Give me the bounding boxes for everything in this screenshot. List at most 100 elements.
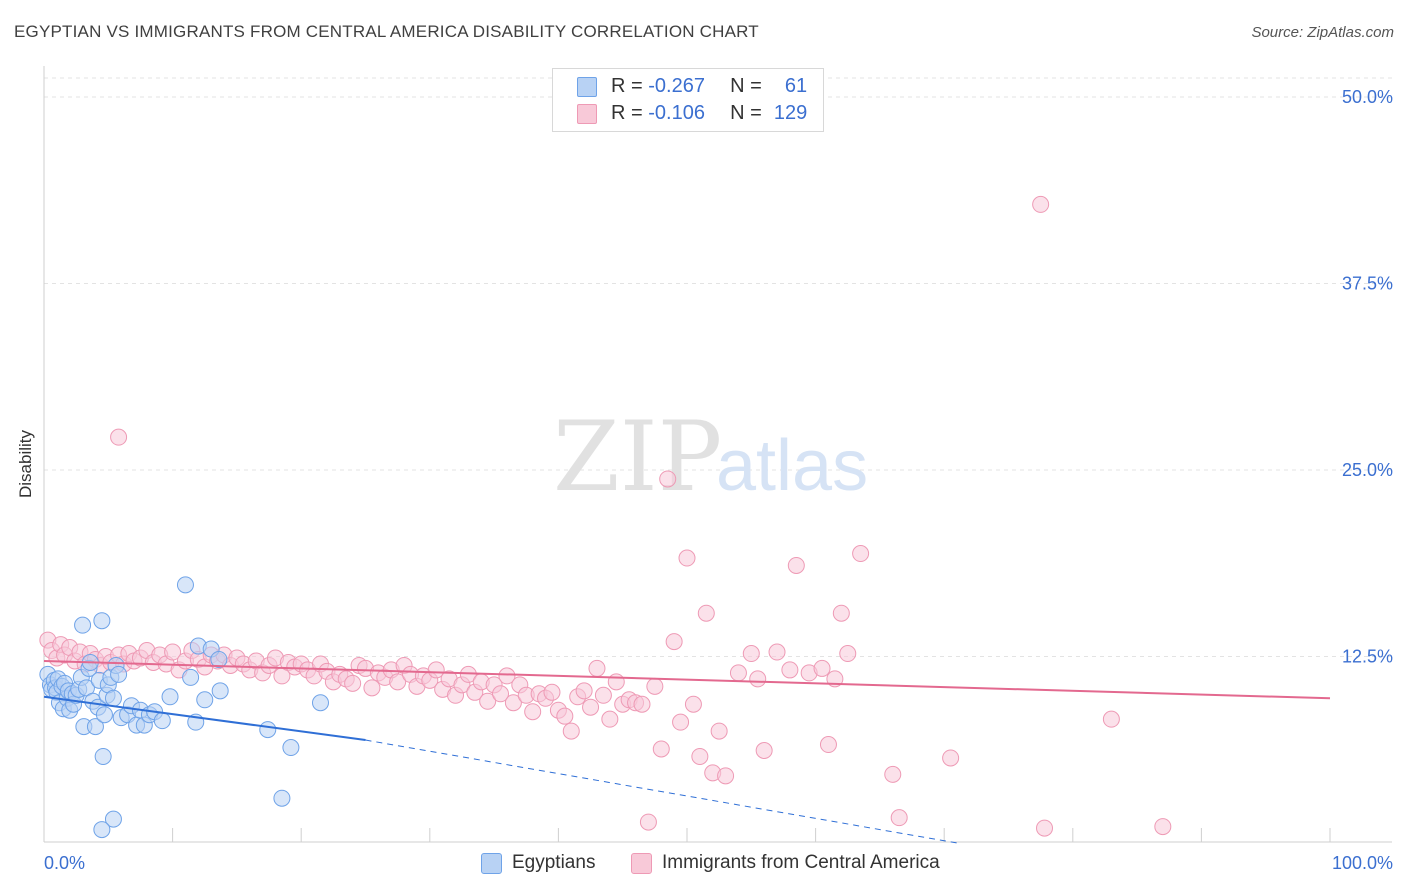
data-point-central-america: [672, 713, 690, 731]
data-point-central-america: [787, 556, 805, 574]
data-point-egyptians: [94, 747, 112, 765]
source-label: Source: ZipAtlas.com: [1251, 24, 1394, 41]
n-value: 129: [773, 102, 808, 124]
trend-lines: [43, 659, 1331, 844]
data-point-central-america: [839, 645, 857, 663]
r-value: -0.106: [648, 102, 705, 124]
y-tick-label: 12.5%: [1342, 647, 1393, 667]
data-point-central-america: [813, 659, 831, 677]
data-point-egyptians: [196, 691, 214, 709]
stats-text: R = -0.106 N = 129: [611, 102, 807, 125]
legend-swatch-central-america: [631, 853, 652, 874]
data-point-central-america: [389, 673, 407, 691]
data-point-central-america: [710, 722, 728, 740]
data-point-egyptians: [259, 721, 277, 739]
data-point-central-america: [498, 667, 516, 685]
trend-line-egyptians-extension: [365, 739, 958, 844]
data-point-egyptians: [182, 668, 200, 686]
gridlines: [44, 77, 1392, 657]
data-point-central-america: [768, 643, 786, 661]
data-point-central-america: [691, 747, 709, 765]
data-point-egyptians: [104, 810, 122, 828]
data-point-central-america: [1032, 195, 1050, 213]
data-point-central-america: [479, 692, 497, 710]
data-point-central-america: [665, 633, 683, 651]
data-point-central-america: [524, 703, 542, 721]
data-point-central-america: [646, 677, 664, 695]
data-point-egyptians: [74, 616, 92, 634]
n-value: 61: [784, 75, 808, 97]
data-point-central-america: [742, 645, 760, 663]
data-point-central-america: [852, 545, 870, 563]
data-point-egyptians: [93, 612, 111, 630]
data-point-egyptians: [95, 706, 113, 724]
data-point-central-america: [556, 707, 574, 725]
data-point-central-america: [819, 736, 837, 754]
data-point-central-america: [942, 749, 960, 767]
data-point-central-america: [363, 679, 381, 697]
data-point-central-america: [110, 428, 128, 446]
x-tick-label: 0.0%: [44, 853, 85, 873]
data-point-egyptians: [161, 688, 179, 706]
data-point-central-america: [755, 741, 773, 759]
data-point-central-america: [562, 722, 580, 740]
legend-label: Immigrants from Central America: [662, 852, 940, 873]
data-point-egyptians: [176, 576, 194, 594]
data-point-central-america: [832, 604, 850, 622]
series-central-america-points: [39, 195, 1172, 837]
data-point-central-america: [575, 682, 593, 700]
trend-line-egyptians: [43, 695, 366, 742]
data-point-egyptians: [282, 739, 300, 757]
legend-swatch-egyptians: [481, 853, 502, 874]
watermark-zip: ZIP: [553, 401, 722, 513]
data-point-central-america: [652, 740, 670, 758]
data-point-central-america: [582, 698, 600, 716]
data-point-egyptians: [93, 821, 111, 839]
chart-title: EGYPTIAN VS IMMIGRANTS FROM CENTRAL AMER…: [14, 22, 759, 41]
data-point-central-america: [607, 673, 625, 691]
data-point-egyptians: [104, 689, 122, 707]
data-point-egyptians: [153, 712, 171, 730]
data-point-central-america: [684, 695, 702, 713]
data-point-central-america: [594, 686, 612, 704]
trend-line-central-america: [43, 659, 1331, 700]
data-point-central-america: [164, 643, 182, 661]
legend-swatch-central-america: [577, 104, 597, 124]
data-point-central-america: [884, 765, 902, 783]
n-label: N =: [730, 102, 762, 124]
data-point-central-america: [890, 809, 908, 827]
data-point-central-america: [601, 710, 619, 728]
data-point-central-america: [344, 674, 362, 692]
legend-swatch-egyptians: [577, 77, 597, 97]
x-tick-label: 100.0%: [1332, 853, 1393, 873]
r-value: -0.267: [648, 75, 705, 97]
n-label: N =: [730, 75, 762, 97]
legend-label: Egyptians: [512, 852, 596, 873]
data-point-central-america: [717, 767, 735, 785]
data-point-central-america: [678, 549, 696, 567]
data-point-central-america: [492, 685, 510, 703]
axes: [43, 66, 1392, 843]
tick-labels: 12.5% 25.0% 37.5% 50.0% 0.0% 100.0%: [44, 87, 1393, 873]
data-point-egyptians: [311, 694, 329, 712]
data-point-central-america: [781, 661, 799, 679]
data-point-central-america: [1036, 819, 1054, 837]
data-point-central-america: [1154, 818, 1172, 836]
y-tick-label: 25.0%: [1342, 460, 1393, 480]
data-point-central-america: [1102, 710, 1120, 728]
data-point-central-america: [588, 659, 606, 677]
data-point-egyptians: [110, 665, 128, 683]
data-point-central-america: [749, 670, 767, 688]
data-point-egyptians: [211, 682, 229, 700]
data-point-central-america: [633, 695, 651, 713]
r-label: R =: [611, 102, 643, 124]
y-tick-label: 50.0%: [1342, 87, 1393, 107]
r-label: R =: [611, 75, 643, 97]
data-point-egyptians: [273, 789, 291, 807]
data-point-central-america: [729, 664, 747, 682]
data-point-central-america: [697, 604, 715, 622]
data-point-central-america: [427, 661, 445, 679]
data-point-egyptians: [86, 718, 104, 736]
